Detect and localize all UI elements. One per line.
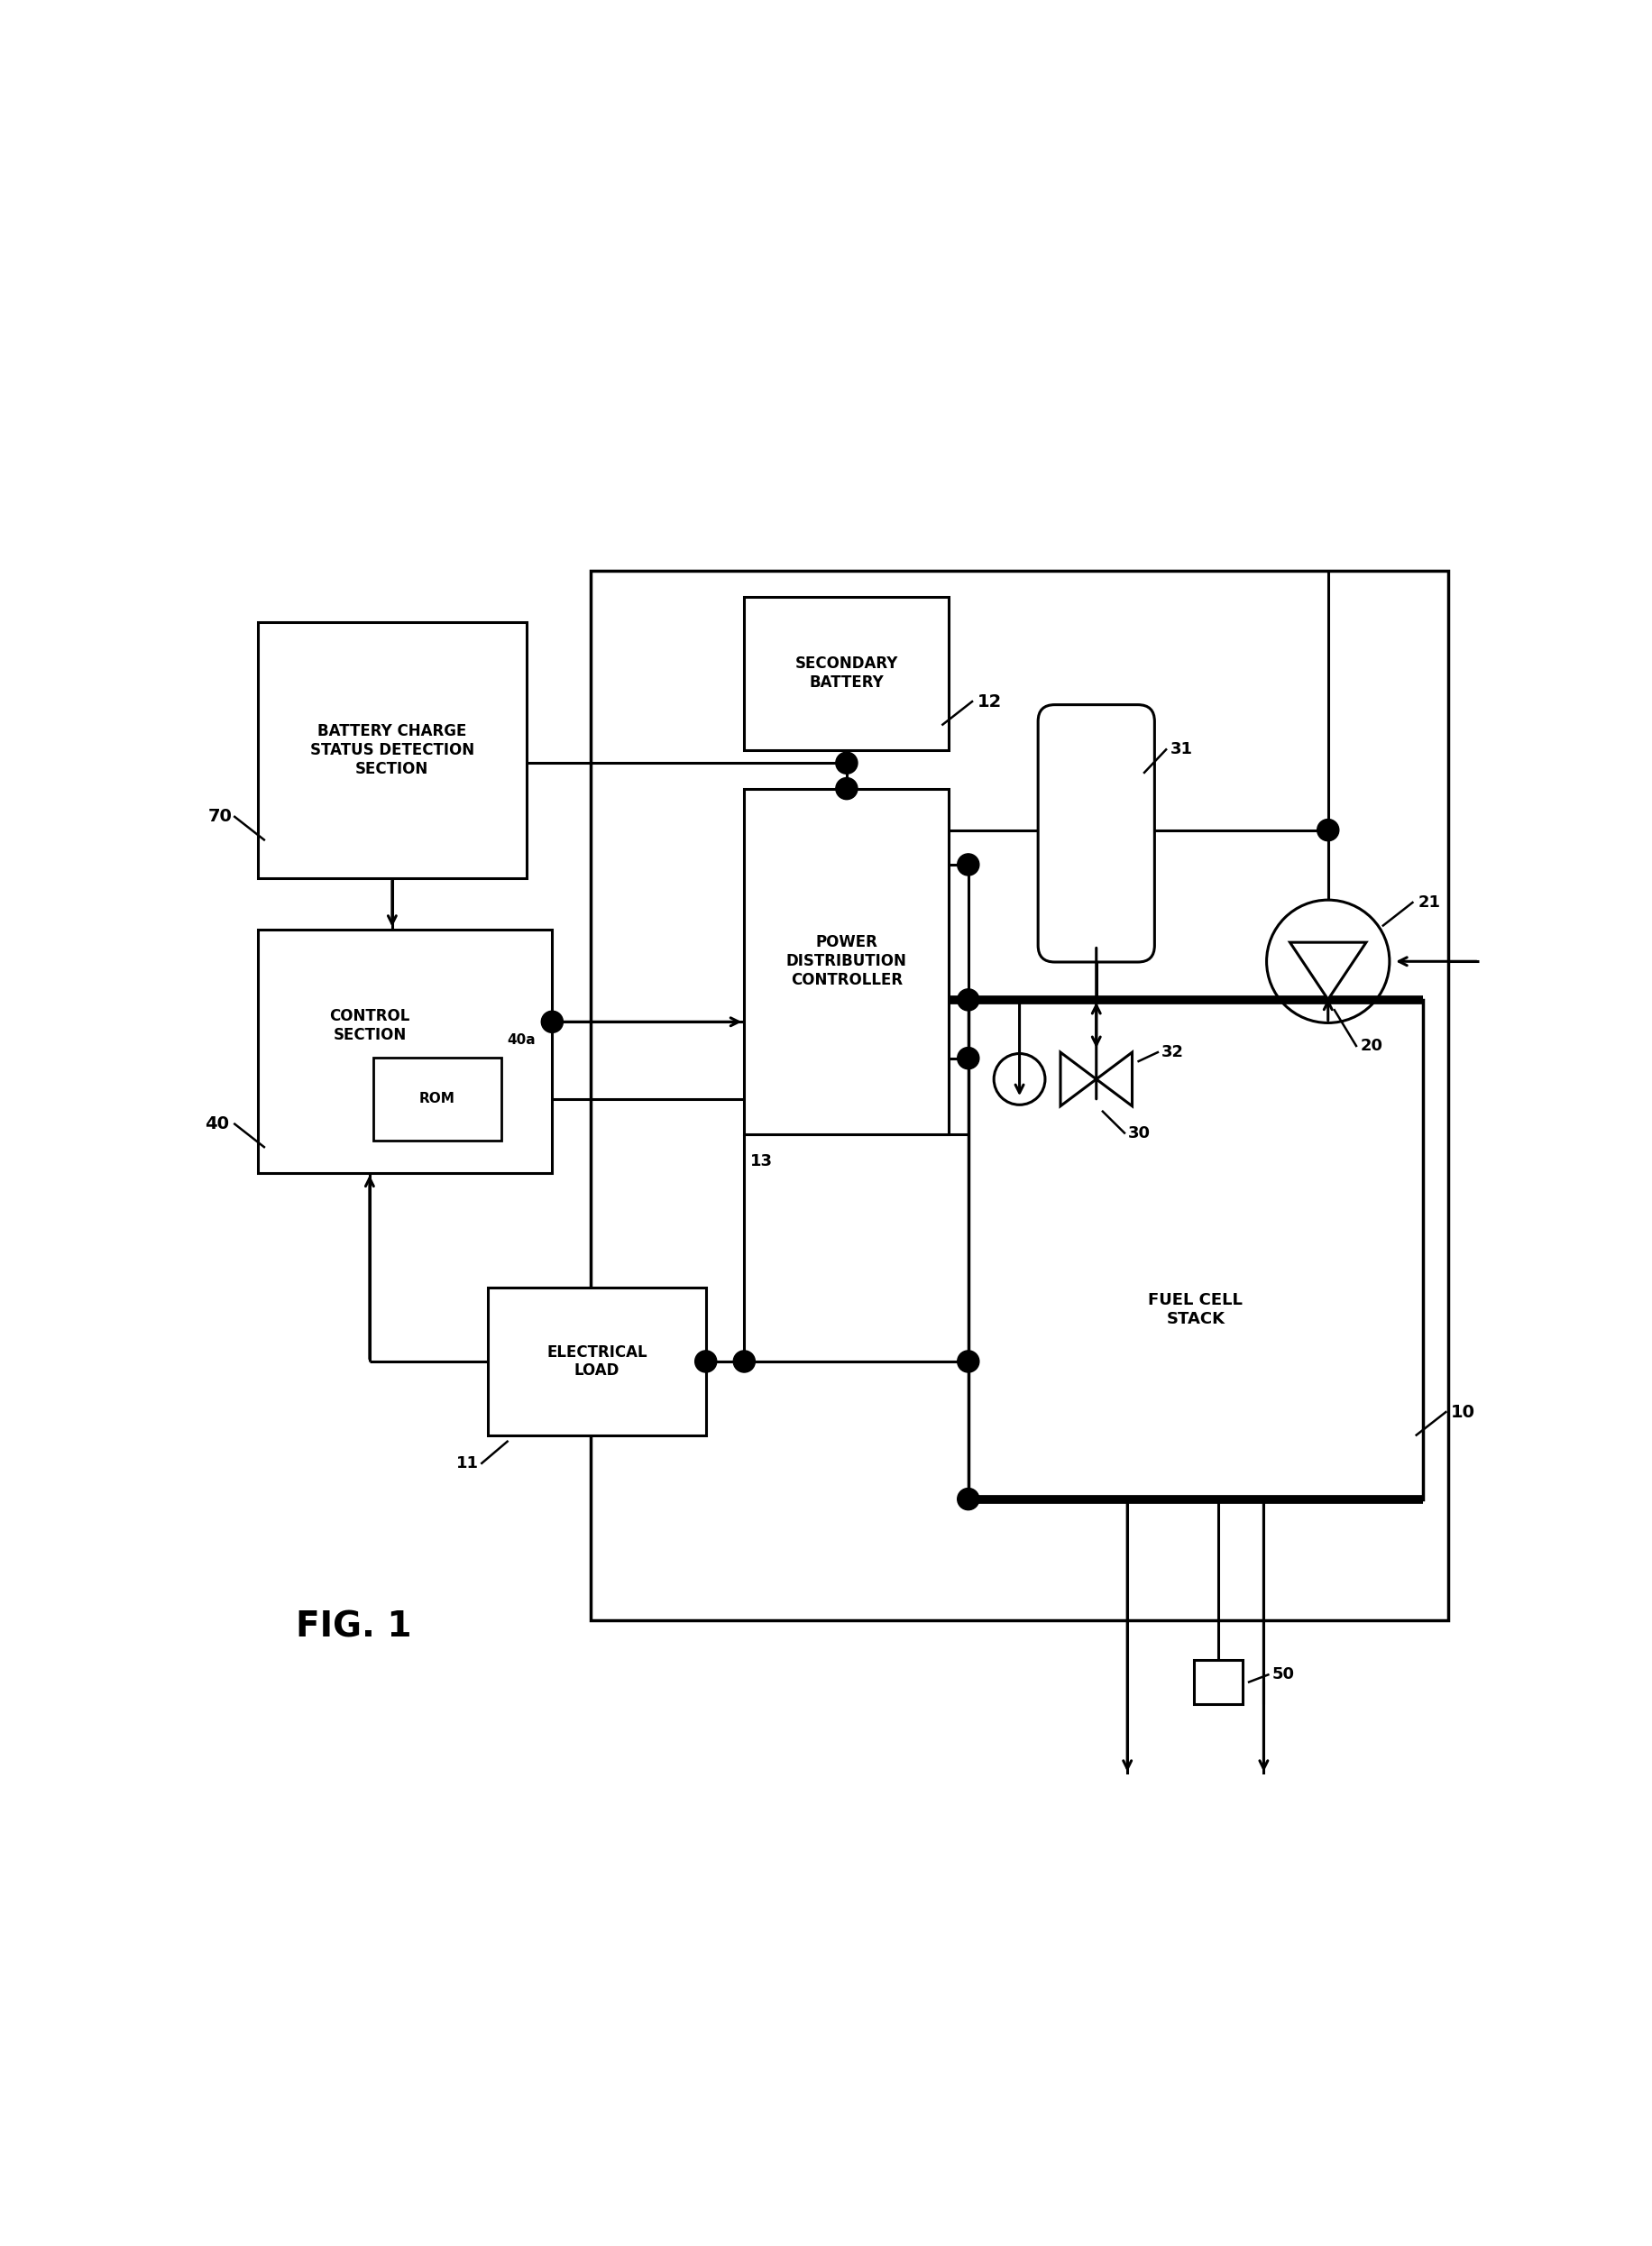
Circle shape: [958, 1489, 980, 1509]
Bar: [258, 930, 552, 1172]
Text: 31: 31: [1170, 741, 1193, 757]
Circle shape: [836, 777, 857, 800]
Text: ELECTRICAL
LOAD: ELECTRICAL LOAD: [547, 1343, 648, 1379]
Text: FUEL CELL
STACK: FUEL CELL STACK: [1148, 1291, 1242, 1327]
Text: 30: 30: [1128, 1125, 1151, 1141]
Bar: [591, 570, 1449, 1622]
Polygon shape: [1061, 1053, 1097, 1105]
Circle shape: [958, 853, 980, 876]
Bar: [373, 1058, 501, 1141]
Text: 11: 11: [456, 1455, 479, 1471]
Text: BATTERY CHARGE
STATUS DETECTION
SECTION: BATTERY CHARGE STATUS DETECTION SECTION: [311, 723, 474, 777]
Circle shape: [542, 1011, 563, 1033]
Text: FIG. 1: FIG. 1: [296, 1610, 411, 1644]
Text: 13: 13: [750, 1154, 773, 1170]
Text: 10: 10: [1450, 1404, 1475, 1419]
Circle shape: [733, 1350, 755, 1372]
Circle shape: [1267, 901, 1389, 1022]
Text: POWER
DISTRIBUTION
CONTROLLER: POWER DISTRIBUTION CONTROLLER: [786, 934, 907, 988]
FancyBboxPatch shape: [1037, 705, 1155, 961]
Text: 40a: 40a: [507, 1033, 535, 1047]
Bar: [968, 999, 1422, 1498]
Bar: [743, 597, 948, 750]
Text: SECONDARY
BATTERY: SECONDARY BATTERY: [795, 656, 899, 692]
Text: 70: 70: [208, 809, 231, 824]
Bar: [489, 1287, 705, 1435]
Polygon shape: [1290, 943, 1366, 999]
Text: 12: 12: [978, 694, 1001, 710]
Text: 20: 20: [1360, 1038, 1383, 1053]
Circle shape: [836, 752, 857, 775]
Bar: [1194, 1660, 1242, 1705]
Bar: [258, 622, 527, 878]
Text: ROM: ROM: [420, 1092, 454, 1105]
Text: 50: 50: [1272, 1667, 1295, 1682]
Circle shape: [958, 988, 980, 1011]
Circle shape: [995, 1053, 1046, 1105]
Circle shape: [958, 1047, 980, 1069]
Circle shape: [695, 1350, 717, 1372]
Bar: [743, 788, 948, 1134]
Circle shape: [1317, 820, 1338, 840]
Text: CONTROL
SECTION: CONTROL SECTION: [329, 1008, 410, 1042]
Circle shape: [958, 1350, 980, 1372]
Text: 40: 40: [205, 1116, 230, 1132]
Polygon shape: [1097, 1053, 1132, 1105]
Text: 21: 21: [1417, 894, 1441, 910]
Text: 32: 32: [1161, 1044, 1184, 1060]
